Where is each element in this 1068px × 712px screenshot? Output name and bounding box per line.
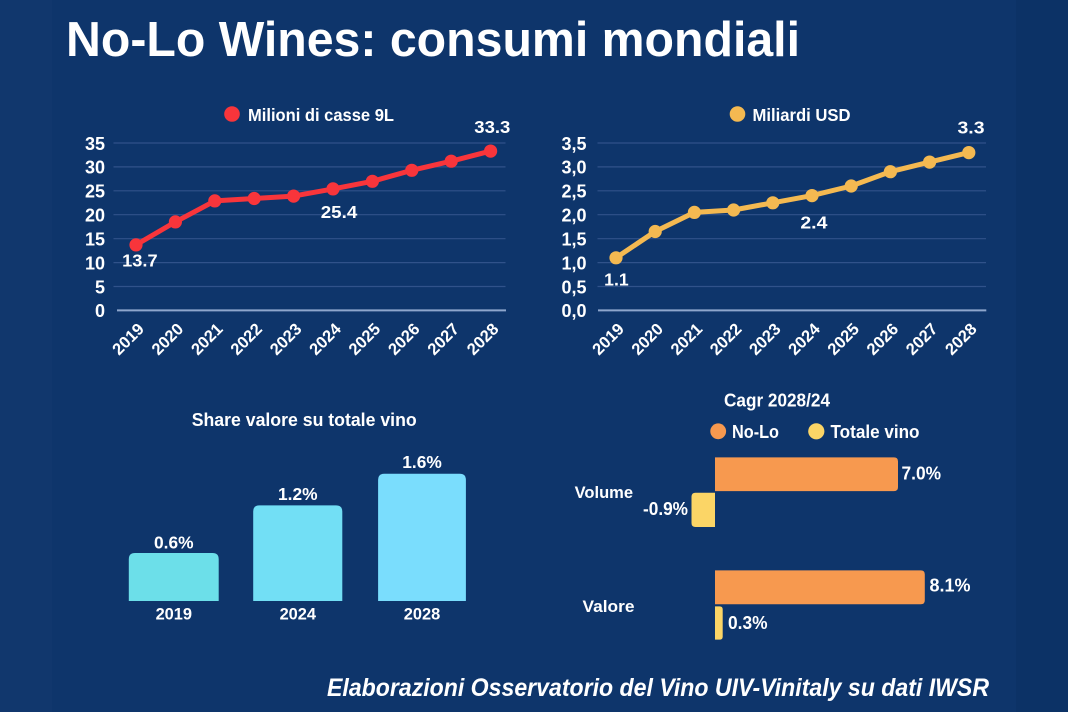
svg-text:25: 25 [85,182,105,202]
svg-text:0,5: 0,5 [561,277,586,297]
svg-text:13.7: 13.7 [122,251,158,271]
svg-text:7.0%: 7.0% [902,463,942,484]
svg-text:-0.9%: -0.9% [643,498,688,519]
svg-text:1.1: 1.1 [604,269,629,289]
svg-text:2019: 2019 [156,606,192,624]
svg-text:8.1%: 8.1% [930,574,971,595]
svg-text:1.6%: 1.6% [402,452,442,472]
svg-text:2028: 2028 [404,606,440,624]
svg-text:2,0: 2,0 [561,206,586,226]
svg-text:2.4: 2.4 [800,213,827,233]
svg-text:1,5: 1,5 [561,230,586,250]
svg-text:1.2%: 1.2% [278,484,318,504]
svg-text:3,5: 3,5 [561,134,586,154]
svg-text:Share valore su totale vino: Share valore su totale vino [192,409,417,430]
svg-text:Totale vino: Totale vino [831,421,920,442]
svg-text:Miliardi USD: Miliardi USD [753,105,851,125]
svg-text:1,0: 1,0 [561,253,586,273]
svg-text:Cagr 2028/24: Cagr 2028/24 [724,389,831,410]
svg-text:33.3: 33.3 [474,117,510,137]
svg-text:3.3: 3.3 [958,118,985,138]
svg-text:20: 20 [85,206,105,226]
svg-text:0.3%: 0.3% [728,612,768,633]
svg-text:15: 15 [85,230,105,250]
svg-text:0,0: 0,0 [561,301,586,321]
svg-text:30: 30 [85,158,105,178]
svg-text:5: 5 [95,277,105,297]
svg-text:Valore: Valore [583,598,635,616]
svg-text:10: 10 [85,253,105,273]
svg-text:2,5: 2,5 [561,182,586,202]
svg-text:Elaborazioni Osservatorio del: Elaborazioni Osservatorio del Vino UIV-V… [327,675,989,702]
svg-text:No-Lo: No-Lo [732,421,779,442]
svg-text:2024: 2024 [280,606,317,624]
svg-text:No-Lo Wines: consumi mondiali: No-Lo Wines: consumi mondiali [66,13,800,67]
svg-text:35: 35 [85,134,105,154]
svg-text:Volume: Volume [575,484,633,502]
svg-text:3,0: 3,0 [561,158,586,178]
svg-text:25.4: 25.4 [321,202,358,222]
svg-text:Milioni di casse 9L: Milioni di casse 9L [248,105,394,125]
svg-text:0.6%: 0.6% [154,532,194,552]
svg-text:0: 0 [95,301,105,321]
